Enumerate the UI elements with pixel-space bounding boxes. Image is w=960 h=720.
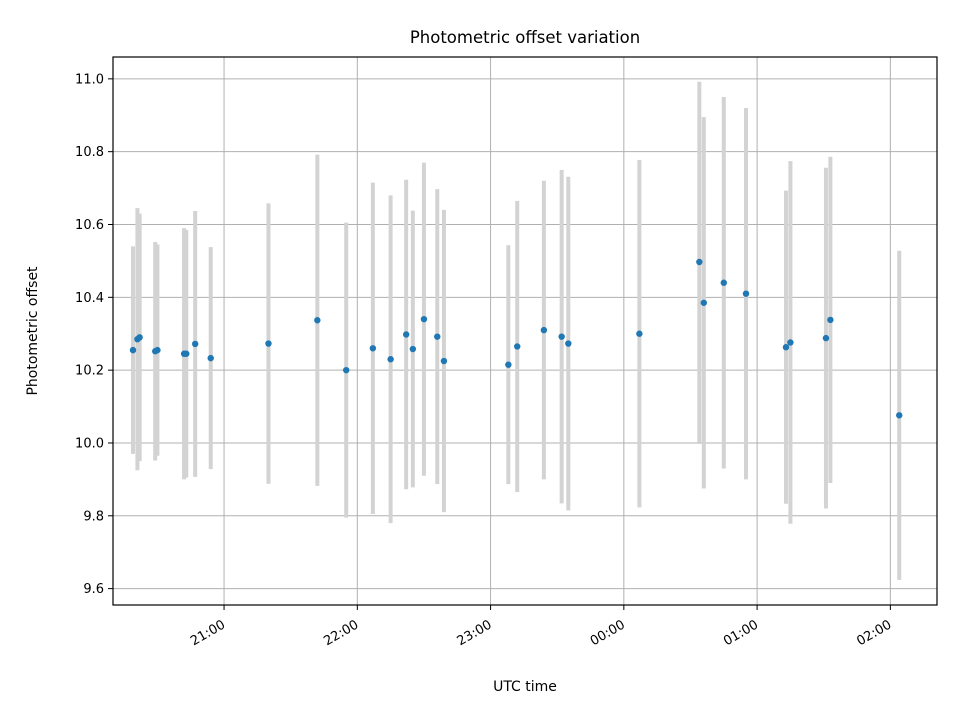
data-point: [191, 340, 199, 348]
x-axis-label: UTC time: [493, 679, 557, 695]
data-point: [343, 366, 350, 374]
data-point: [636, 330, 643, 337]
grid: [113, 57, 937, 605]
y-axis-ticks: 9.6 9.8 10.0 10.2 10.4 10.6 10.8 11.0: [75, 72, 113, 597]
data-point: [700, 299, 707, 306]
data-point: [265, 340, 272, 347]
data-point: [514, 343, 521, 350]
data-point: [822, 334, 830, 342]
data-point: [787, 339, 794, 346]
data-point: [505, 361, 512, 368]
data-point: [314, 317, 321, 324]
data-point: [565, 340, 572, 347]
data-point: [558, 333, 565, 340]
data-point: [183, 350, 190, 357]
y-tick-label: 9.6: [83, 582, 104, 597]
data-point: [154, 346, 161, 354]
y-tick-label: 10.2: [75, 364, 104, 379]
y-tick-label: 10.0: [75, 436, 104, 451]
data-point: [540, 326, 548, 334]
data-point: [129, 346, 137, 354]
data-point: [782, 344, 790, 351]
chart-title: Photometric offset variation: [410, 28, 640, 47]
data-point: [696, 258, 703, 266]
data-point: [896, 412, 903, 419]
data-point: [409, 345, 417, 353]
y-tick-label: 10.4: [75, 291, 104, 306]
data-point: [742, 290, 750, 297]
data-point: [827, 316, 834, 324]
data-point: [207, 354, 214, 362]
data-point: [440, 357, 448, 365]
data-points: [129, 258, 903, 419]
plot-frame: [112, 56, 938, 606]
y-tick-label: 11.0: [75, 72, 104, 87]
data-point: [434, 333, 441, 340]
data-point: [369, 345, 377, 352]
y-tick-label: 10.8: [75, 145, 104, 160]
data-point: [136, 334, 143, 341]
y-tick-label: 9.8: [83, 509, 104, 524]
data-point: [720, 279, 727, 286]
data-point: [387, 356, 394, 363]
y-axis-label: Photometric offset: [25, 266, 41, 396]
data-point: [402, 331, 410, 338]
data-point: [420, 315, 428, 323]
y-tick-label: 10.6: [75, 218, 104, 233]
